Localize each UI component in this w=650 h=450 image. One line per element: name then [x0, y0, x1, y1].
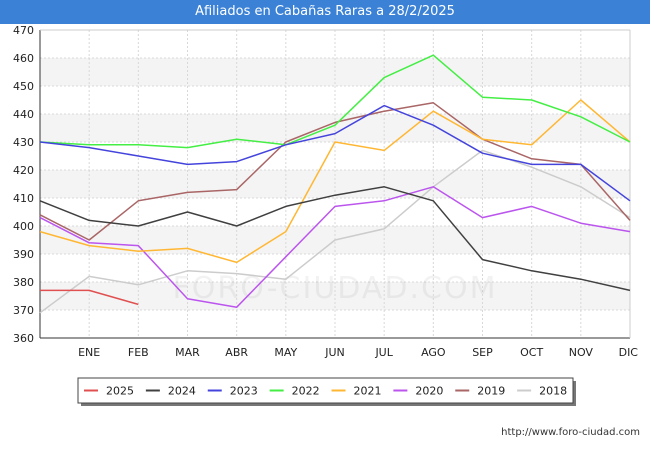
y-tick-label: 420	[13, 164, 34, 177]
source-url: http://www.foro-ciudad.com	[501, 427, 640, 438]
watermark-text: FORO-CIUDAD.COM	[173, 271, 498, 306]
x-tick-label: SEP	[472, 346, 493, 359]
legend-label-2021: 2021	[354, 385, 382, 398]
x-tick-label: FEB	[128, 346, 149, 359]
legend-label-2018: 2018	[539, 385, 567, 398]
chart-title: Afiliados en Cabañas Raras a 28/2/2025	[195, 4, 455, 19]
y-tick-label: 470	[13, 24, 34, 37]
x-tick-label: DIC	[619, 346, 639, 359]
series-line-2019	[39, 102, 631, 241]
y-tick-label: 450	[13, 80, 34, 93]
x-tick-label: NOV	[569, 346, 594, 359]
series-line-2023	[39, 104, 631, 202]
y-tick-label: 360	[13, 332, 34, 345]
legend-label-2019: 2019	[477, 385, 505, 398]
legend-label-2025: 2025	[106, 385, 134, 398]
x-tick-label: ENE	[78, 346, 100, 359]
x-tick-label: MAR	[175, 346, 200, 359]
x-tick-label: JUN	[324, 346, 345, 359]
y-tick-label: 370	[13, 304, 34, 317]
legend-label-2023: 2023	[230, 385, 258, 398]
x-tick-label: MAY	[274, 346, 297, 359]
series-line-2024	[39, 186, 631, 292]
y-tick-label: 400	[13, 220, 34, 233]
x-tick-label: ABR	[225, 346, 248, 359]
y-tick-label: 460	[13, 52, 34, 65]
x-tick-label: JUL	[374, 346, 393, 359]
x-tick-label: OCT	[520, 346, 543, 359]
legend-box	[77, 377, 574, 404]
y-tick-label: 410	[13, 192, 34, 205]
y-tick-label: 380	[13, 276, 34, 289]
title-bar	[0, 0, 650, 24]
series-line-2018	[39, 149, 631, 314]
series-line-2020	[39, 186, 631, 308]
legend-label-2020: 2020	[415, 385, 443, 398]
series-line-2022	[39, 54, 631, 149]
series-line-2025	[40, 289, 139, 306]
y-tick-label: 430	[13, 136, 34, 149]
legend-label-2024: 2024	[168, 385, 196, 398]
legend-label-2022: 2022	[292, 385, 320, 398]
y-tick-label: 440	[13, 108, 34, 121]
series-line-2021	[39, 99, 631, 264]
x-tick-label: AGO	[421, 346, 446, 359]
y-tick-label: 390	[13, 248, 34, 261]
